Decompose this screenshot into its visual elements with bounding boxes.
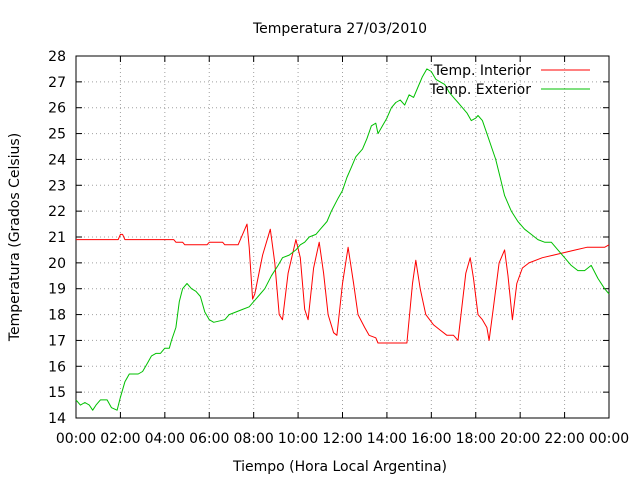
- y-axis-label: Temperatura (Grados Celsius): [7, 133, 23, 342]
- y-axis-ticks: 14 15 16 17 18 19 20 21 22 23 24 25 26 27 28: [48, 49, 609, 427]
- x-tick-label: 20:00: [500, 431, 540, 447]
- y-tick-label: 15: [48, 385, 66, 401]
- legend-label: Temp. Interior: [433, 63, 532, 79]
- x-axis-label: Tiempo (Hora Local Argentina): [232, 459, 447, 475]
- y-tick-label: 25: [48, 127, 66, 143]
- y-tick-label: 16: [48, 359, 66, 375]
- x-tick-label: 18:00: [456, 431, 496, 447]
- grid-lines: [76, 56, 609, 418]
- x-tick-label: 06:00: [189, 431, 229, 447]
- legend: Temp. Interior Temp. Exterior: [429, 63, 590, 98]
- series-line: [75, 68, 610, 411]
- x-axis-ticks: 00:00 02:00 04:00 06:00 08:00 10:00 12:00 14:00…: [56, 56, 629, 447]
- x-tick-label: 10:00: [278, 431, 318, 447]
- y-tick-label: 27: [48, 75, 66, 91]
- x-tick-label: 00:00: [56, 431, 96, 447]
- y-tick-label: 22: [48, 204, 66, 220]
- y-tick-label: 17: [48, 333, 66, 349]
- y-tick-label: 21: [48, 230, 66, 246]
- y-tick-label: 24: [48, 152, 66, 168]
- x-tick-label: 04:00: [145, 431, 185, 447]
- y-tick-label: 19: [48, 282, 66, 298]
- x-tick-label: 16:00: [411, 431, 451, 447]
- x-tick-label: 02:00: [100, 431, 140, 447]
- y-tick-label: 20: [48, 256, 66, 272]
- x-tick-label: 00:00: [589, 431, 629, 447]
- y-tick-label: 18: [48, 308, 66, 324]
- y-tick-label: 28: [48, 49, 66, 65]
- series-line: [76, 223, 610, 344]
- x-tick-label: 12:00: [322, 431, 362, 447]
- series-lines: [75, 68, 610, 411]
- y-tick-label: 23: [48, 178, 66, 194]
- y-tick-label: 26: [48, 101, 66, 117]
- chart-title: Temperatura 27/03/2010: [252, 21, 427, 37]
- x-tick-label: 14:00: [367, 431, 407, 447]
- y-tick-label: 14: [48, 411, 66, 427]
- legend-label: Temp. Exterior: [429, 82, 532, 98]
- x-tick-label: 22:00: [544, 431, 584, 447]
- x-tick-label: 08:00: [233, 431, 273, 447]
